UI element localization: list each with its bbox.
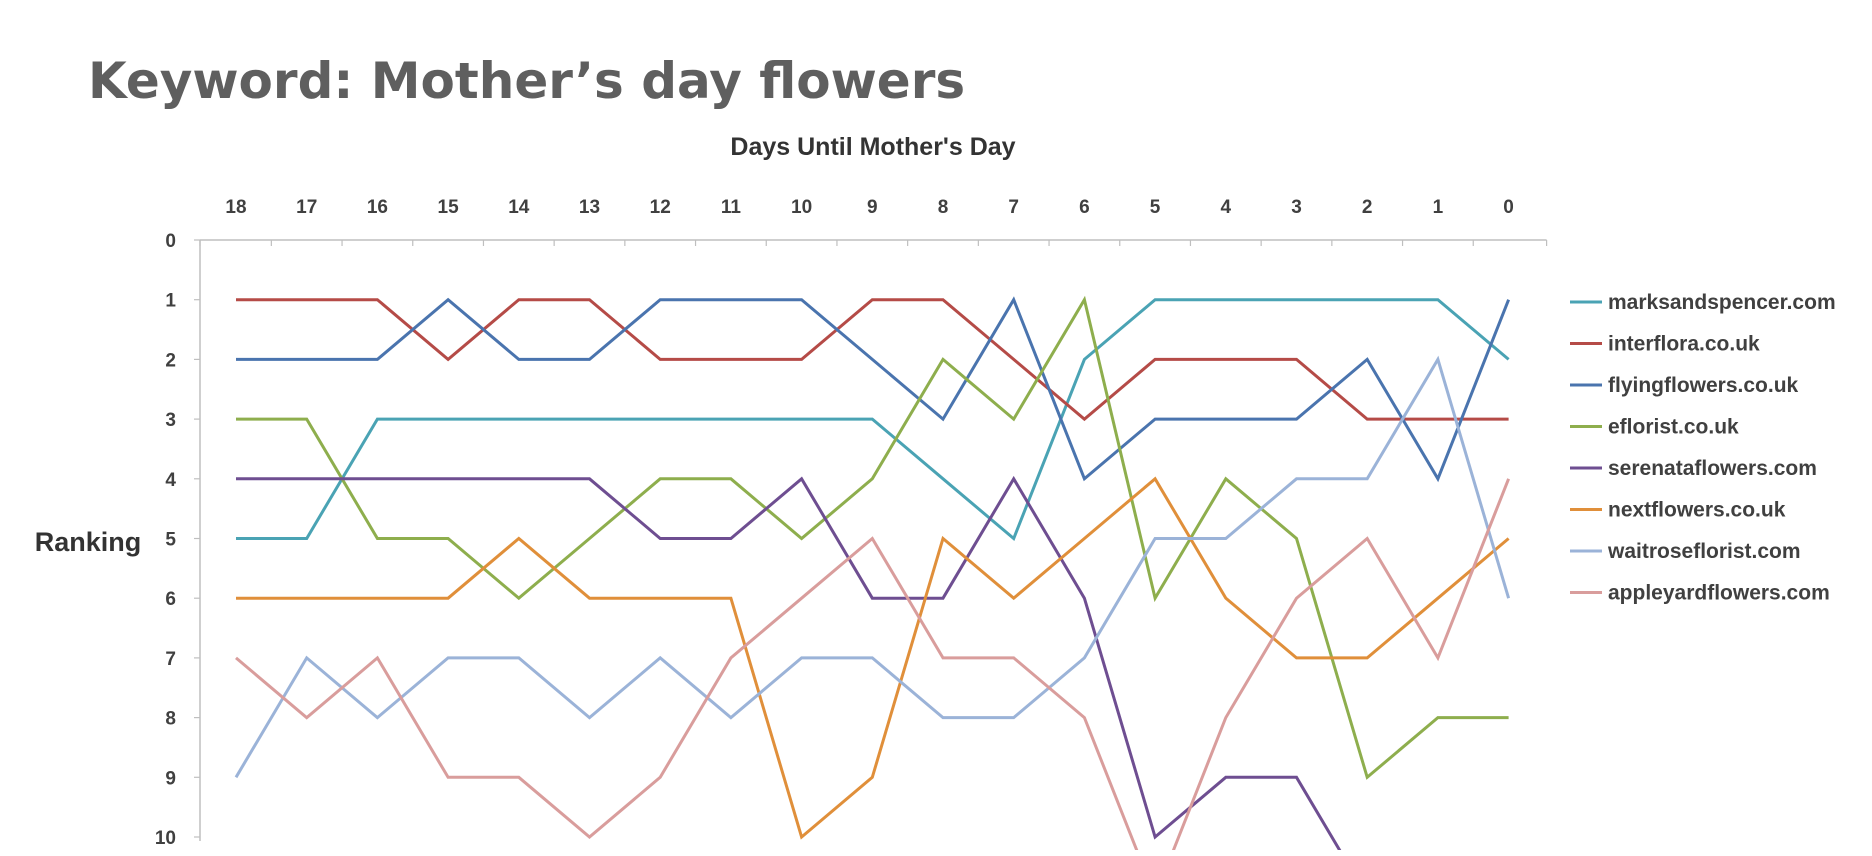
series-line-appleyardflowers-com — [235, 478, 1510, 850]
legend-label: nextflowers.co.uk — [1608, 499, 1786, 522]
legend-item-nextflowers-co-uk: nextflowers.co.uk — [1570, 499, 1786, 522]
slide-title: Keyword: Mother’s day flowers — [88, 52, 966, 110]
y-tick-label: 5 — [165, 530, 176, 551]
legend-label: marksandspencer.com — [1608, 291, 1836, 314]
legend-label: serenataflowers.com — [1608, 457, 1817, 480]
y-tick-label: 2 — [165, 350, 176, 371]
x-tick-label: 9 — [867, 197, 878, 218]
y-tick-label: 4 — [165, 470, 176, 491]
y-tick-label: 6 — [165, 589, 176, 610]
legend-item-appleyardflowers-com: appleyardflowers.com — [1570, 582, 1830, 605]
series-line-nextflowers-co-uk — [236, 476, 1510, 840]
legend-item-marksandspencer-com: marksandspencer.com — [1570, 291, 1836, 314]
series-line-interflora-co-uk — [236, 298, 1509, 422]
x-tick-label: 11 — [721, 197, 742, 218]
x-tick-label: 16 — [367, 197, 388, 218]
series-line-flyingflowers-co-uk — [236, 296, 1510, 483]
x-tick-label: 10 — [791, 197, 812, 218]
x-axis-title: Days Until Mother's Day — [730, 133, 1015, 161]
x-tick-label: 18 — [225, 197, 246, 218]
legend-item-waitroseflorist-com: waitroseflorist.com — [1570, 540, 1801, 563]
legend-label: eflorist.co.uk — [1608, 416, 1739, 439]
series-line-serenataflowers-com — [236, 475, 1342, 850]
legend-item-eflorist-co-uk: eflorist.co.uk — [1570, 416, 1739, 439]
x-tick-label: 13 — [579, 197, 600, 218]
x-tick-label: 17 — [296, 197, 317, 218]
series-lines — [234, 295, 1511, 850]
x-tick-label: 3 — [1291, 197, 1302, 218]
y-tick-label: 10 — [155, 828, 176, 849]
legend-label: appleyardflowers.com — [1608, 582, 1830, 605]
legend-label: interflora.co.uk — [1608, 333, 1760, 356]
x-tick-label: 12 — [650, 197, 671, 218]
legend-label: flyingflowers.co.uk — [1608, 374, 1799, 397]
x-tick-label: 1 — [1433, 197, 1444, 218]
y-axis-title: Ranking — [35, 527, 142, 557]
x-tick-label: 2 — [1362, 197, 1373, 218]
y-tick-label: 0 — [165, 231, 176, 252]
series-line-eflorist-co-uk — [236, 295, 1509, 780]
x-tick-label: 15 — [438, 197, 460, 218]
x-tick-label: 4 — [1221, 197, 1232, 218]
x-tick-label: 5 — [1150, 197, 1161, 218]
legend-item-serenataflowers-com: serenataflowers.com — [1570, 457, 1817, 480]
legend-label: waitroseflorist.com — [1607, 540, 1801, 563]
x-tick-label: 7 — [1008, 197, 1019, 218]
x-tick-label: 0 — [1503, 197, 1514, 218]
series-line-waitroseflorist-com — [234, 355, 1511, 779]
legend: marksandspencer.com interflora.co.uk flyin… — [1570, 291, 1836, 605]
y-tick-label: 3 — [165, 410, 176, 431]
x-tick-label: 14 — [508, 197, 530, 218]
y-tick-label: 9 — [165, 768, 176, 789]
series-line-marksandspencer-com — [236, 298, 1510, 541]
x-tick-label: 6 — [1079, 197, 1090, 218]
legend-item-flyingflowers-co-uk: flyingflowers.co.uk — [1570, 374, 1799, 397]
x-tick-label: 8 — [938, 197, 949, 218]
y-tick-label: 8 — [165, 709, 176, 730]
legend-item-interflora-co-uk: interflora.co.uk — [1570, 333, 1760, 356]
y-tick-label: 1 — [165, 291, 176, 312]
y-tick-label: 7 — [165, 649, 176, 670]
